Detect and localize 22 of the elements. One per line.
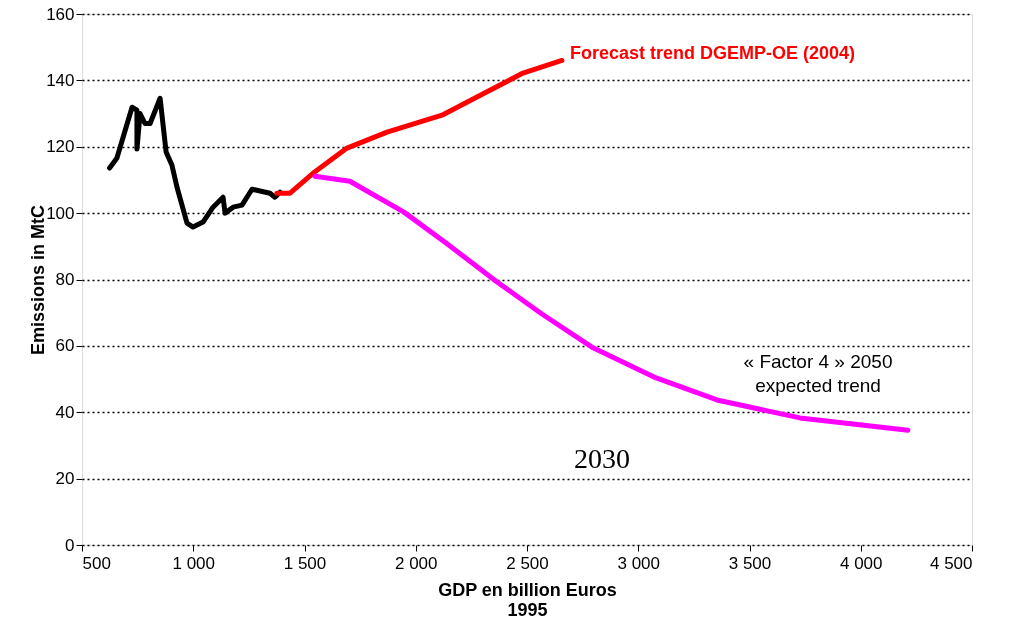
x-tick-label: 1 000 bbox=[172, 553, 216, 573]
series-label: Forecast trend DGEMP-OE (2004) bbox=[569, 43, 856, 64]
x-tick-label: 3 000 bbox=[617, 553, 661, 573]
y-tick-label: 120 bbox=[46, 137, 75, 157]
x-tick-label: 4 000 bbox=[839, 553, 883, 573]
x-tick-label: 3 500 bbox=[728, 553, 772, 573]
annotation: « Factor 4 » 2050 expected trend bbox=[743, 351, 893, 396]
y-tick-label: 100 bbox=[46, 203, 75, 223]
y-tick-label: 80 bbox=[55, 270, 75, 289]
y-tick-label: 20 bbox=[55, 469, 75, 489]
x-tick-label: 4 500 bbox=[929, 553, 973, 573]
x-tick-label: 500 bbox=[82, 553, 111, 573]
annotation: 2030 bbox=[574, 443, 630, 474]
y-tick-label: 60 bbox=[55, 336, 75, 356]
y-tick-label: 0 bbox=[65, 535, 75, 555]
y-tick-label: 40 bbox=[55, 402, 75, 422]
x-tick-label: 2 500 bbox=[506, 553, 549, 573]
x-tick-label: 1 500 bbox=[283, 553, 327, 573]
x-tick-label: 2 000 bbox=[394, 553, 438, 573]
x-axis-title: GDP en billion Euros 1995 bbox=[438, 579, 617, 620]
y-tick-label: 140 bbox=[46, 70, 75, 90]
y-tick-label: 160 bbox=[46, 4, 75, 24]
